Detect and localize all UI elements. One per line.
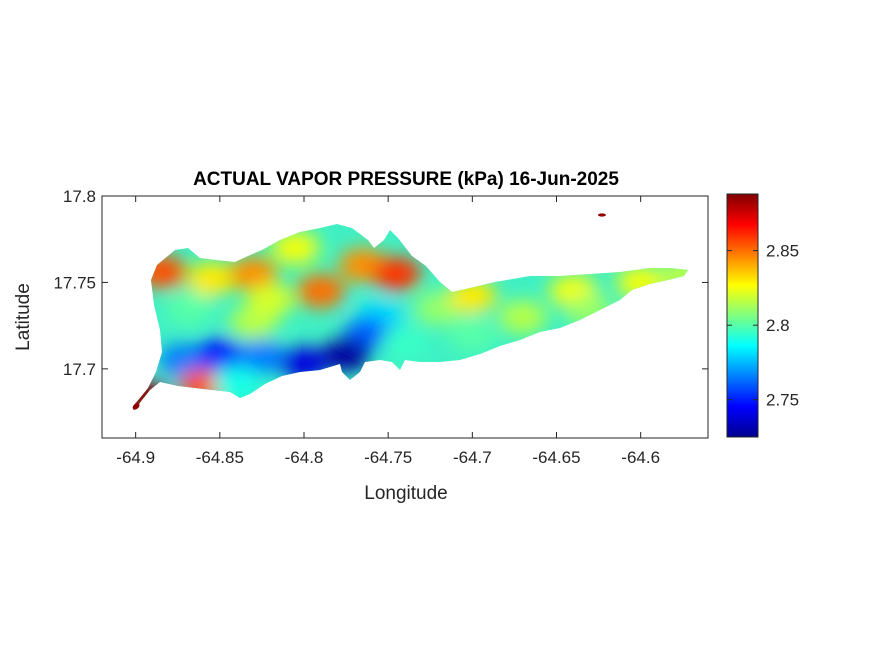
- islet-mark: [597, 213, 606, 217]
- colorbar-tick-label-0: 2.75: [766, 391, 799, 410]
- heatmap-cell-9: [372, 256, 421, 291]
- colorbar: [726, 193, 759, 438]
- x-tick-label-6: -64.6: [621, 448, 660, 467]
- x-tick-label-1: -64.85: [196, 448, 244, 467]
- x-tick-label-4: -64.7: [453, 448, 492, 467]
- heatmap-cell-7: [296, 274, 345, 309]
- heatmap-cell-24: [498, 300, 547, 334]
- heatmap-cell-23: [448, 317, 497, 352]
- colorbar-tick-label-2: 2.85: [766, 242, 799, 261]
- heatmap-cell-20: [381, 325, 429, 360]
- heatmap-cell-18: [212, 365, 261, 400]
- sw-tip-mark: [132, 403, 140, 410]
- heatmap-cell-1: [165, 291, 214, 326]
- y-axis-label: Latitude: [13, 283, 34, 351]
- heatmap-cell-16: [322, 338, 371, 373]
- x-tick-label-5: -64.65: [532, 448, 580, 467]
- y-tick-label-0: 17.7: [63, 360, 96, 379]
- x-tick-label-2: -64.8: [285, 448, 324, 467]
- colorbar-tick-label-1: 2.8: [766, 316, 790, 335]
- heatmap-cell-13: [195, 338, 244, 373]
- heatmap-cell-2: [187, 261, 236, 296]
- heatmap-cell-5: [246, 282, 295, 317]
- chart-title: ACTUAL VAPOR PRESSURE (kPa) 16-Jun-2025: [193, 169, 619, 190]
- heatmap-cell-14: [237, 339, 286, 374]
- x-axis-label: Longitude: [364, 483, 447, 504]
- heatmap-cell-6: [271, 230, 320, 265]
- y-tick-label-1: 17.75: [53, 273, 96, 292]
- heatmap-cell-12: [158, 343, 207, 378]
- x-tick-label-0: -64.9: [116, 448, 155, 467]
- x-tick-label-3: -64.75: [364, 448, 412, 467]
- y-tick-label-2: 17.8: [63, 187, 96, 206]
- heatmap-cell-3: [229, 256, 278, 291]
